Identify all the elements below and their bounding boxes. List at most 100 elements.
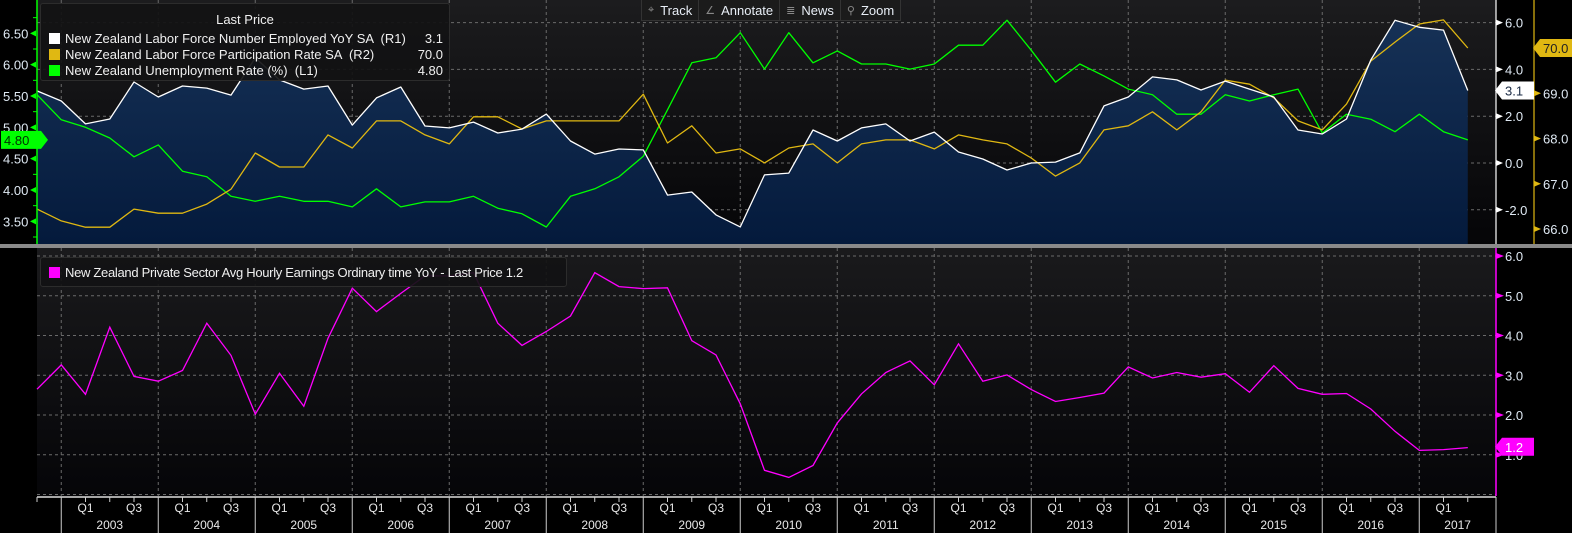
x-axis-year-label: 2003 bbox=[96, 518, 123, 532]
x-axis-year-label: 2012 bbox=[969, 518, 996, 532]
legend-value: 4.80 bbox=[417, 62, 443, 78]
tick-marker bbox=[1496, 412, 1504, 418]
unemployment-last-tag-label: 4.80 bbox=[4, 133, 29, 148]
legend-row-employed[interactable]: New Zealand Labor Force Number Employed … bbox=[49, 30, 443, 46]
pencil-icon: ∠ bbox=[705, 4, 716, 17]
tick-marker bbox=[1496, 19, 1503, 26]
x-axis-background bbox=[0, 496, 1572, 533]
x-axis-year-label: 2016 bbox=[1357, 518, 1384, 532]
x-axis-quarter-label: Q1 bbox=[271, 501, 287, 515]
left-axis-tick-label: 6.50 bbox=[3, 26, 28, 41]
r2-axis-tick-label: 68.0 bbox=[1543, 132, 1568, 147]
x-axis-year-label: 2015 bbox=[1260, 518, 1287, 532]
tick-marker bbox=[1534, 135, 1541, 142]
legend-row-earnings[interactable]: New Zealand Private Sector Avg Hourly Ea… bbox=[49, 264, 560, 280]
zoom-button[interactable]: ⚲ Zoom bbox=[841, 0, 900, 20]
r2-axis-tick-label: 69.0 bbox=[1543, 86, 1568, 101]
tick-marker bbox=[30, 61, 36, 68]
r1-axis-tick-label: -2.0 bbox=[1505, 203, 1527, 218]
crosshair-icon: ⌖ bbox=[648, 3, 655, 16]
legend-value: 70.0 bbox=[417, 46, 443, 62]
r1-axis-tick-label: 0.0 bbox=[1505, 156, 1523, 171]
x-axis-quarter-label: Q3 bbox=[805, 501, 821, 515]
x-axis-quarter-label: Q3 bbox=[902, 501, 918, 515]
tick-marker bbox=[30, 218, 36, 225]
x-axis-quarter-label: Q3 bbox=[417, 501, 433, 515]
x-axis-quarter-label: Q3 bbox=[1387, 501, 1403, 515]
x-axis-quarter-label: Q3 bbox=[708, 501, 724, 515]
x-axis-quarter-label: Q3 bbox=[999, 501, 1015, 515]
r1-axis-tick-label: 6.0 bbox=[1505, 16, 1523, 31]
x-axis-year-label: 2006 bbox=[387, 518, 414, 532]
x-axis-quarter-label: Q3 bbox=[1193, 501, 1209, 515]
tick-marker bbox=[1534, 90, 1541, 97]
x-axis-year-label: 2017 bbox=[1444, 518, 1471, 532]
legend-row-participation[interactable]: New Zealand Labor Force Participation Ra… bbox=[49, 46, 443, 62]
hourly-earnings-line[interactable] bbox=[36, 271, 1468, 479]
bottom-axis-tick-label: 6.0 bbox=[1505, 249, 1523, 264]
tick-marker bbox=[30, 124, 36, 131]
annotate-label: Annotate bbox=[721, 2, 774, 18]
x-axis-quarter-label: Q3 bbox=[1290, 501, 1306, 515]
earnings-last-tag bbox=[1495, 437, 1534, 456]
x-axis-quarter-label: Q1 bbox=[950, 501, 966, 515]
left-axis-tick-label: 4.00 bbox=[3, 183, 28, 198]
employed-yoy-area bbox=[37, 20, 1468, 244]
news-button[interactable]: ≣ News bbox=[780, 0, 841, 20]
tick-marker bbox=[1534, 226, 1541, 232]
legend-row-unemployment[interactable]: New Zealand Unemployment Rate (%) (L1) 4… bbox=[49, 62, 443, 78]
annotate-button[interactable]: ∠ Annotate bbox=[699, 0, 781, 20]
bottom-axis-tick-label: 4.0 bbox=[1505, 329, 1523, 344]
x-axis-quarter-label: Q3 bbox=[514, 501, 530, 515]
x-axis-quarter-label: Q1 bbox=[562, 501, 578, 515]
bottom-panel-background bbox=[37, 248, 1496, 496]
magnifier-icon: ⚲ bbox=[846, 4, 855, 17]
participation-last-tag bbox=[1533, 39, 1572, 57]
x-axis-quarter-label: Q1 bbox=[756, 501, 772, 515]
x-axis-quarter-label: Q1 bbox=[1047, 501, 1063, 515]
tick-marker bbox=[1496, 292, 1504, 299]
tick-marker bbox=[1496, 206, 1503, 213]
chart-toolbar: ⌖ Track ∠ Annotate ≣ News ⚲ Zoom bbox=[641, 0, 902, 21]
x-axis-quarter-label: Q3 bbox=[320, 501, 336, 515]
tick-marker bbox=[30, 30, 36, 37]
x-axis-quarter-label: Q3 bbox=[223, 501, 239, 515]
x-axis-year-label: 2004 bbox=[193, 518, 220, 532]
x-axis-quarter-label: Q1 bbox=[659, 501, 675, 515]
news-label: News bbox=[801, 2, 834, 18]
r2-axis-tick-label: 67.0 bbox=[1543, 177, 1568, 192]
x-axis-year-label: 2013 bbox=[1066, 518, 1093, 532]
earnings-last-tag-label: 1.2 bbox=[1505, 440, 1523, 455]
panel-divider[interactable] bbox=[0, 244, 1572, 248]
x-axis-quarter-label: Q1 bbox=[853, 501, 869, 515]
legend-label: New Zealand Labor Force Participation Ra… bbox=[65, 46, 375, 62]
x-axis-quarter-label: Q1 bbox=[465, 501, 481, 515]
bottom-axis-tick-label: 3.0 bbox=[1505, 368, 1523, 383]
tick-marker bbox=[1496, 372, 1504, 379]
x-axis-quarter-label: Q3 bbox=[611, 501, 627, 515]
legend-swatch bbox=[49, 64, 60, 76]
left-axis-tick-label: 4.50 bbox=[3, 152, 28, 167]
x-axis-year-label: 2005 bbox=[290, 518, 317, 532]
tick-marker bbox=[1534, 180, 1541, 187]
unemployment-rate-line[interactable] bbox=[36, 19, 1469, 228]
participation-last-tag-label: 70.0 bbox=[1543, 41, 1568, 56]
legend-value: 3.1 bbox=[424, 30, 443, 46]
bottom-legend[interactable]: New Zealand Private Sector Avg Hourly Ea… bbox=[40, 257, 567, 287]
top-legend[interactable]: Last Price New Zealand Labor Force Numbe… bbox=[40, 3, 450, 81]
left-axis-tick-label: 6.00 bbox=[3, 58, 28, 73]
bottom-axis-tick-label: 5.0 bbox=[1505, 289, 1523, 304]
participation-rate-line[interactable] bbox=[36, 19, 1469, 228]
r2-axis-tick-label: 66.0 bbox=[1543, 222, 1568, 237]
x-axis-year-label: 2008 bbox=[581, 518, 608, 532]
track-button[interactable]: ⌖ Track bbox=[642, 0, 700, 20]
x-axis-year-label: 2014 bbox=[1163, 518, 1190, 532]
tick-marker bbox=[1496, 160, 1503, 166]
tick-marker bbox=[1496, 253, 1504, 259]
x-axis-quarter-label: Q1 bbox=[174, 501, 190, 515]
tick-marker bbox=[30, 155, 36, 162]
x-axis-year-label: 2011 bbox=[873, 518, 899, 532]
left-axis-tick-label: 5.50 bbox=[3, 89, 28, 104]
x-axis-quarter-label: Q1 bbox=[1144, 501, 1160, 515]
